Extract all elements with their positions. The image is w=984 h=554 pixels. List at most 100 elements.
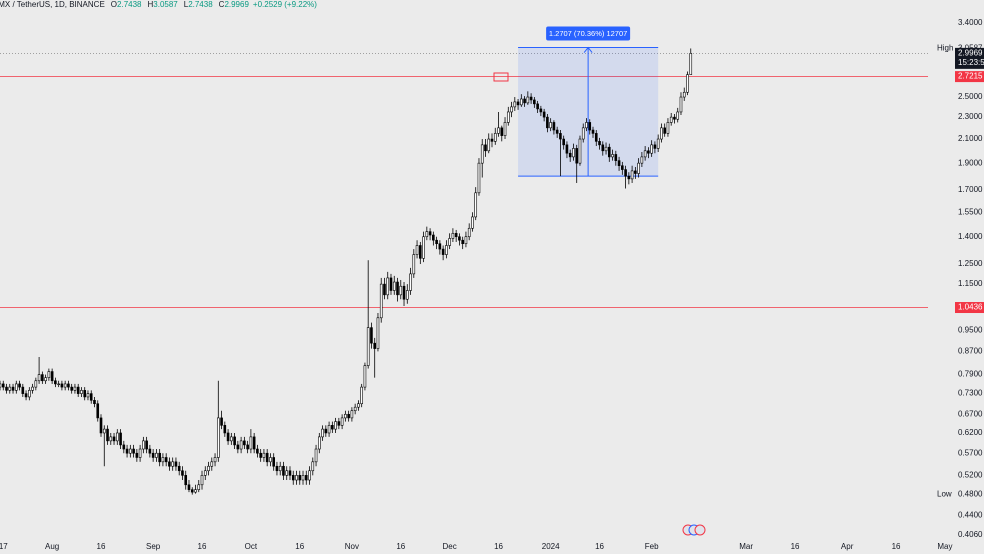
x-tick-label: 16 xyxy=(892,542,901,551)
candle-body xyxy=(21,386,25,394)
y-tick-label: 0.6700 xyxy=(958,409,983,418)
candle-body xyxy=(334,421,337,430)
candle-body xyxy=(31,386,34,391)
candle-body xyxy=(503,122,507,136)
candle-body xyxy=(109,436,113,442)
y-tick-label: 0.7900 xyxy=(958,370,983,379)
candle-body xyxy=(376,317,380,349)
candle-body xyxy=(591,129,595,134)
candle-body xyxy=(575,148,579,164)
candle-body xyxy=(18,383,21,388)
ohlc-key: C xyxy=(219,0,225,9)
candle-body xyxy=(86,393,90,398)
candle-body xyxy=(256,448,259,454)
x-tick-label: 16 xyxy=(595,542,604,551)
candle-body xyxy=(327,425,331,434)
candle-body xyxy=(41,374,44,382)
candle-body xyxy=(464,236,468,245)
candle-body xyxy=(138,448,142,458)
candle-body xyxy=(112,436,116,442)
y-tick-label: 0.4400 xyxy=(958,511,983,520)
candle-body xyxy=(291,475,295,481)
candle-body xyxy=(5,386,8,391)
candle-body xyxy=(601,144,605,152)
candle-body xyxy=(480,144,484,164)
candle-body xyxy=(542,111,546,118)
candle-body xyxy=(275,465,279,472)
x-tick-label: Dec xyxy=(443,542,457,551)
ohlc-value: 3.0587 xyxy=(153,0,178,9)
marker-name: Low xyxy=(937,490,952,499)
candle-body xyxy=(220,417,223,426)
candle-body xyxy=(67,383,70,388)
candle-body xyxy=(520,98,523,106)
candle-body xyxy=(370,327,373,344)
candle-body xyxy=(500,127,504,136)
candle-body xyxy=(76,386,80,394)
candle-body xyxy=(11,386,15,391)
candle-body xyxy=(295,475,298,481)
candle-body xyxy=(477,162,481,194)
candle-body xyxy=(689,53,693,75)
candle-body xyxy=(676,111,680,120)
candle-body xyxy=(386,277,390,296)
candle-body xyxy=(666,122,670,134)
candle-body xyxy=(549,122,552,129)
candle-body xyxy=(490,138,494,142)
candle-body xyxy=(412,254,416,275)
y-tick-label: 1.9000 xyxy=(958,158,983,167)
candle-body xyxy=(57,383,60,386)
candle-body xyxy=(552,122,556,131)
candle-body xyxy=(161,457,165,463)
x-tick-label: Nov xyxy=(345,542,359,551)
candle-body xyxy=(73,386,77,391)
candle-body xyxy=(435,239,438,245)
x-tick-label: 16 xyxy=(396,542,405,551)
candle-body xyxy=(621,165,624,170)
change: +0.2529 (+9.22%) xyxy=(253,0,317,9)
candle-body xyxy=(151,452,155,458)
candle-body xyxy=(60,383,64,388)
candle-body xyxy=(474,192,478,218)
candle-body xyxy=(223,425,227,434)
ohlc-key: L xyxy=(184,0,189,9)
candle-body xyxy=(497,127,500,134)
candle-body xyxy=(363,365,367,388)
y-tick-label: 0.6200 xyxy=(958,428,983,437)
candle-body xyxy=(14,383,18,391)
y-tick-label: 0.9500 xyxy=(958,325,983,334)
candle-body xyxy=(614,154,618,161)
candle-body xyxy=(106,428,109,442)
candle-body xyxy=(50,371,54,382)
candle-body xyxy=(568,152,572,158)
candle-body xyxy=(516,101,520,106)
candle-body xyxy=(438,243,442,250)
alert-icon xyxy=(493,72,509,82)
y-tick-label: 0.5700 xyxy=(958,448,983,457)
candle-body xyxy=(230,436,233,442)
candle-body xyxy=(265,452,269,463)
candle-body xyxy=(168,461,171,467)
candle-body xyxy=(357,403,360,408)
marker-value: 0.4800 xyxy=(958,490,983,499)
candle-body xyxy=(190,489,194,493)
x-tick-label: Feb xyxy=(645,542,659,551)
candle-body xyxy=(308,470,311,481)
candle-body xyxy=(194,489,197,493)
candle-body xyxy=(243,440,246,446)
candle-body xyxy=(627,175,631,180)
candle-body xyxy=(484,144,487,152)
x-tick-label: 16 xyxy=(494,542,503,551)
last-price-label: 2.9969 xyxy=(958,48,983,57)
candle-body xyxy=(125,448,129,454)
candle-body xyxy=(298,475,302,481)
candle-body xyxy=(448,238,451,246)
candle-body xyxy=(451,233,455,239)
candle-body xyxy=(89,393,93,401)
x-tick-label: 2024 xyxy=(542,542,560,551)
y-tick-label: 3.4000 xyxy=(958,18,983,27)
marker-name: High xyxy=(937,44,953,53)
measure-label: 1.2707 (70.36%) 12707 xyxy=(549,29,627,38)
